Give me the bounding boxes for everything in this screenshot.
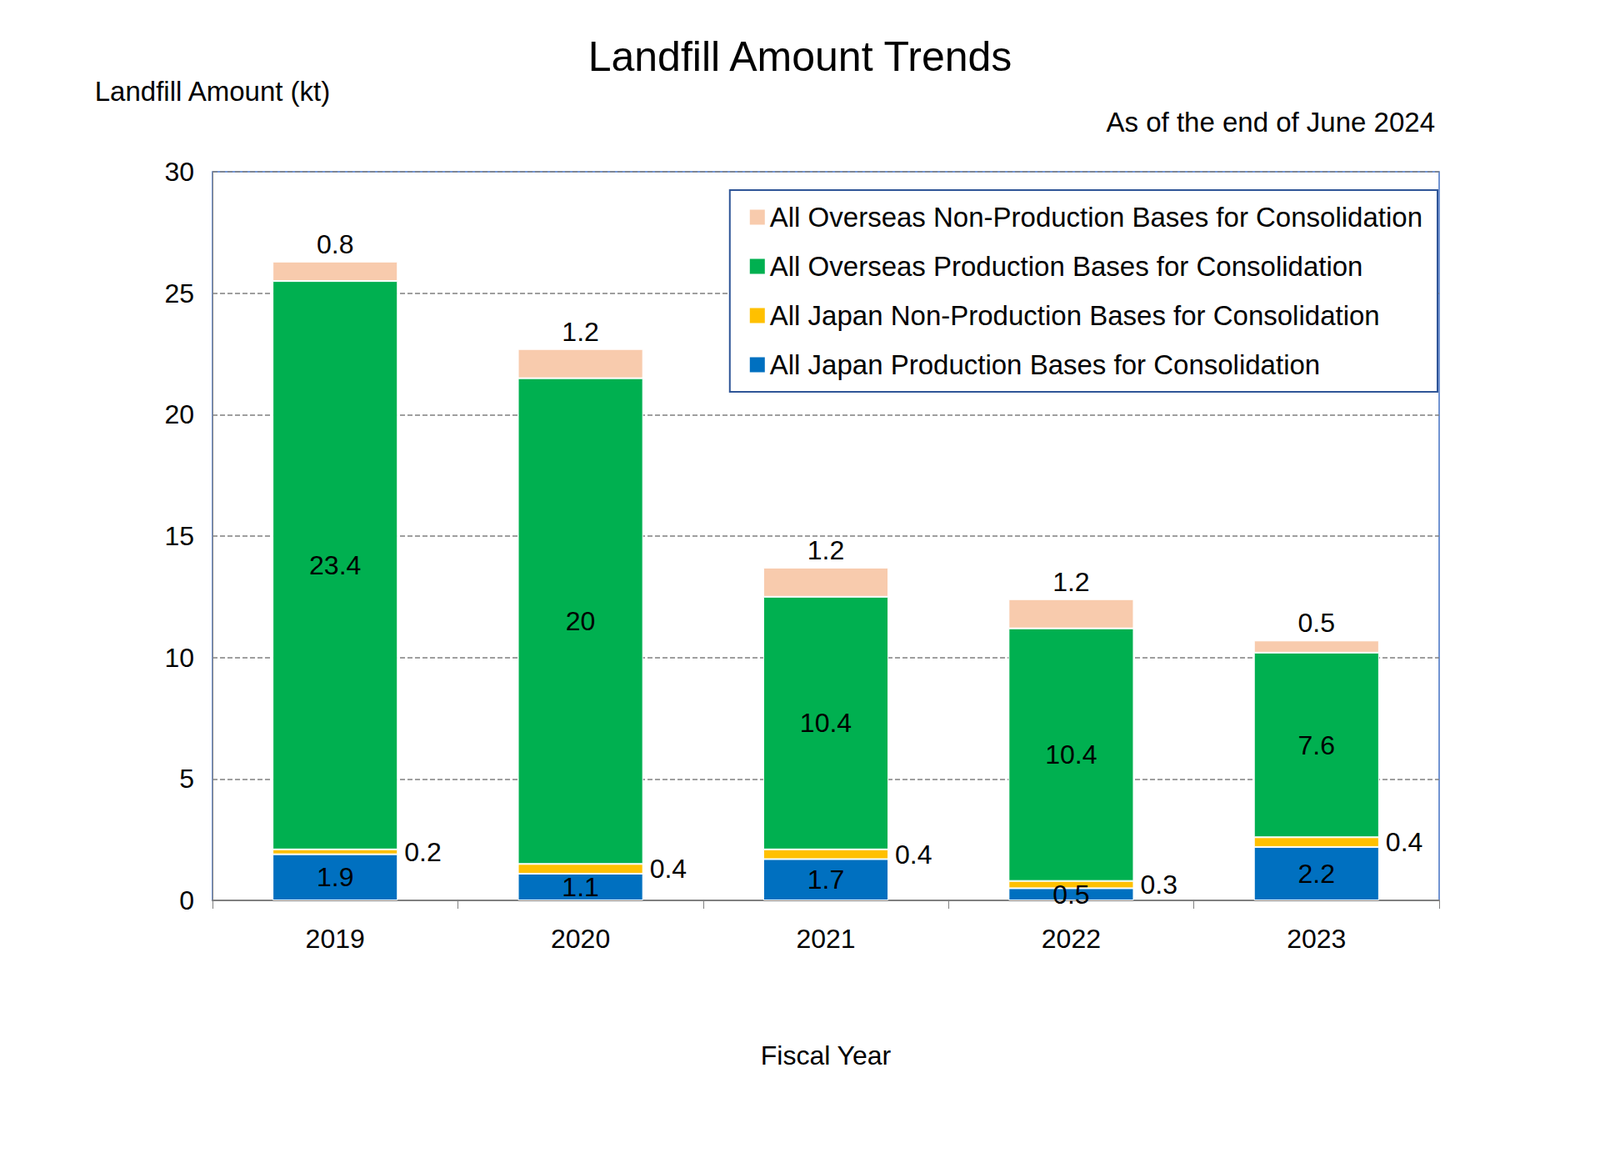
svg-text:15: 15 — [164, 520, 195, 551]
svg-text:1.9: 1.9 — [316, 861, 354, 892]
svg-text:20: 20 — [565, 605, 596, 636]
svg-text:7.6: 7.6 — [1298, 730, 1335, 760]
svg-text:1.2: 1.2 — [807, 535, 845, 565]
svg-text:Landfill Amount (kt): Landfill Amount (kt) — [95, 75, 330, 107]
svg-text:As of the end of June 2024: As of the end of June 2024 — [1106, 106, 1435, 138]
svg-text:0.3: 0.3 — [1140, 869, 1177, 900]
svg-text:2020: 2020 — [550, 923, 610, 954]
svg-text:1.1: 1.1 — [561, 871, 599, 902]
svg-text:2022: 2022 — [1041, 923, 1101, 954]
svg-text:0.8: 0.8 — [316, 229, 354, 260]
svg-text:1.7: 1.7 — [807, 864, 845, 895]
svg-text:Landfill Amount Trends: Landfill Amount Trends — [588, 33, 1013, 80]
svg-text:25: 25 — [164, 278, 195, 309]
svg-text:All Japan Production Bases for: All Japan Production Bases for Consolida… — [770, 349, 1320, 380]
svg-text:0.5: 0.5 — [1052, 879, 1090, 910]
svg-text:0.4: 0.4 — [650, 853, 687, 884]
svg-text:2019: 2019 — [305, 923, 365, 954]
svg-text:2023: 2023 — [1286, 923, 1346, 954]
svg-text:0.4: 0.4 — [1385, 826, 1423, 857]
svg-text:10.4: 10.4 — [1045, 739, 1097, 770]
svg-text:All Japan Non-Production Bases: All Japan Non-Production Bases for Conso… — [770, 300, 1380, 331]
svg-text:All Overseas Production Bases: All Overseas Production Bases for Consol… — [770, 250, 1364, 282]
svg-text:0: 0 — [179, 885, 195, 915]
svg-text:0.2: 0.2 — [404, 836, 441, 867]
svg-text:30: 30 — [164, 156, 195, 187]
svg-text:1.2: 1.2 — [1052, 566, 1090, 597]
svg-text:23.4: 23.4 — [309, 550, 361, 580]
svg-text:2.2: 2.2 — [1298, 858, 1335, 889]
svg-text:10.4: 10.4 — [800, 707, 852, 738]
svg-text:0.4: 0.4 — [895, 839, 932, 870]
svg-text:1.2: 1.2 — [561, 316, 599, 347]
svg-text:20: 20 — [164, 399, 195, 430]
svg-text:0.5: 0.5 — [1298, 607, 1335, 638]
svg-text:2021: 2021 — [795, 923, 855, 954]
svg-text:All Overseas Non-Production Ba: All Overseas Non-Production Bases for Co… — [770, 201, 1423, 233]
svg-text:Fiscal Year: Fiscal Year — [760, 1040, 892, 1070]
svg-text:5: 5 — [179, 763, 195, 794]
svg-text:10: 10 — [164, 642, 195, 673]
